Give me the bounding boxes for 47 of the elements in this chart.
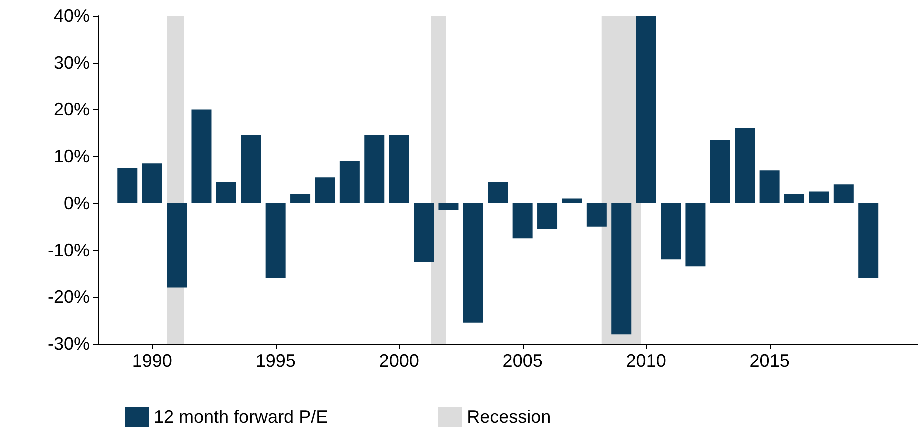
- bar: [784, 194, 805, 204]
- bar: [216, 182, 236, 204]
- bar: [834, 184, 854, 204]
- bar: [538, 203, 558, 230]
- legend-label: 12 month forward P/E: [154, 407, 328, 427]
- x-tick-label: 2005: [502, 351, 543, 371]
- bar: [586, 203, 607, 227]
- bar: [809, 192, 830, 204]
- y-tick-label: -20%: [48, 287, 90, 308]
- bar: [612, 203, 632, 335]
- y-tick-label: 20%: [54, 100, 90, 120]
- bar: [266, 203, 286, 278]
- bar: [512, 203, 533, 239]
- bar: [118, 168, 138, 204]
- bar: [858, 203, 879, 278]
- bar: [192, 110, 212, 204]
- bar: [636, 16, 656, 204]
- bar: [389, 135, 410, 204]
- bar: [340, 161, 360, 204]
- bar: [438, 203, 459, 210]
- bar: [290, 194, 311, 204]
- bar: [760, 170, 780, 204]
- x-tick-label: 2015: [750, 351, 790, 371]
- bar: [142, 164, 162, 204]
- bar: [463, 203, 484, 323]
- bar: [167, 203, 188, 288]
- y-tick-label: -30%: [48, 334, 90, 354]
- y-tick-label: -10%: [48, 240, 90, 260]
- bar: [414, 203, 434, 262]
- bar: [364, 135, 385, 204]
- bar: [488, 182, 508, 204]
- bar: [735, 128, 756, 204]
- y-tick-label: 30%: [54, 52, 90, 73]
- bar: [661, 203, 682, 260]
- x-tick-label: 2000: [379, 351, 420, 371]
- bar: [315, 178, 336, 204]
- y-tick-label: 0%: [64, 193, 90, 214]
- x-tick-label: 2010: [626, 351, 666, 371]
- bar: [241, 135, 262, 204]
- y-tick-label: 40%: [54, 6, 90, 26]
- x-tick-label: 1990: [132, 351, 172, 371]
- x-tick-label: 1995: [256, 351, 296, 371]
- legend-label: Recession: [467, 407, 552, 427]
- bar: [562, 198, 582, 204]
- bar: [710, 140, 730, 204]
- bar: [686, 203, 706, 267]
- y-tick-label: 10%: [54, 146, 90, 167]
